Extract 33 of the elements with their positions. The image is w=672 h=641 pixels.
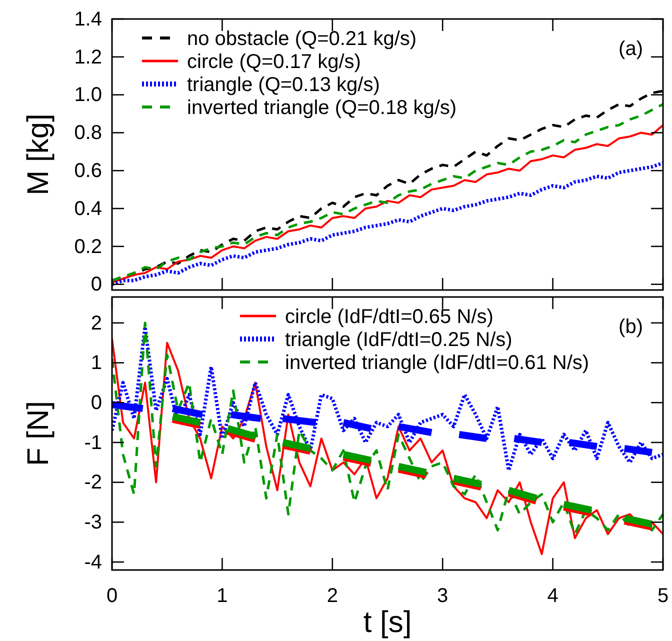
annotation: (a) bbox=[618, 38, 643, 60]
y-tick-label: 1.2 bbox=[74, 46, 102, 68]
legend-label: circle (IdF/dtI=0.65 N/s) bbox=[285, 306, 494, 328]
y-tick-label: 1.0 bbox=[74, 84, 102, 106]
legend-label: no obstacle (Q=0.21 kg/s) bbox=[187, 28, 417, 50]
legend-label: inverted triangle (Q=0.18 kg/s) bbox=[187, 97, 457, 119]
y-tick-label: 1.4 bbox=[74, 8, 102, 30]
x-tick-label: 0 bbox=[106, 585, 118, 608]
legend-label: inverted triangle (IdF/dtI=0.61 N/s) bbox=[285, 352, 590, 374]
legend-label: triangle (IdF/dtI=0.25 N/s) bbox=[285, 329, 512, 351]
y-tick-label: 0.2 bbox=[74, 236, 102, 258]
y-tick-label: -4 bbox=[84, 551, 102, 574]
legend-label: triangle (Q=0.13 kg/s) bbox=[187, 74, 380, 96]
legend-label: circle (Q=0.17 kg/s) bbox=[187, 51, 361, 73]
y-tick-label: 0.8 bbox=[74, 122, 102, 144]
x-tick-label: 3 bbox=[437, 585, 448, 608]
y-axis-title: F [N] bbox=[22, 401, 55, 466]
x-axis-title: t [s] bbox=[363, 606, 412, 639]
y-tick-label: -3 bbox=[84, 512, 102, 534]
x-tick-label: 4 bbox=[547, 585, 558, 608]
y-tick-label: 0 bbox=[90, 392, 102, 414]
y-tick-label: 0.4 bbox=[74, 198, 102, 220]
y-tick-label: 0.6 bbox=[74, 160, 102, 182]
annotation: (b) bbox=[618, 316, 643, 338]
y-tick-label: 2 bbox=[90, 312, 102, 334]
y-tick-label: -1 bbox=[84, 432, 102, 454]
y-tick-label: -2 bbox=[84, 472, 102, 494]
x-tick-label: 1 bbox=[216, 585, 228, 608]
x-tick-label: 5 bbox=[657, 585, 669, 608]
y-tick-label: 1 bbox=[90, 352, 102, 374]
y-axis-title: M [kg] bbox=[22, 114, 55, 196]
y-tick-label: 0 bbox=[90, 274, 102, 296]
x-tick-label: 2 bbox=[326, 585, 338, 608]
